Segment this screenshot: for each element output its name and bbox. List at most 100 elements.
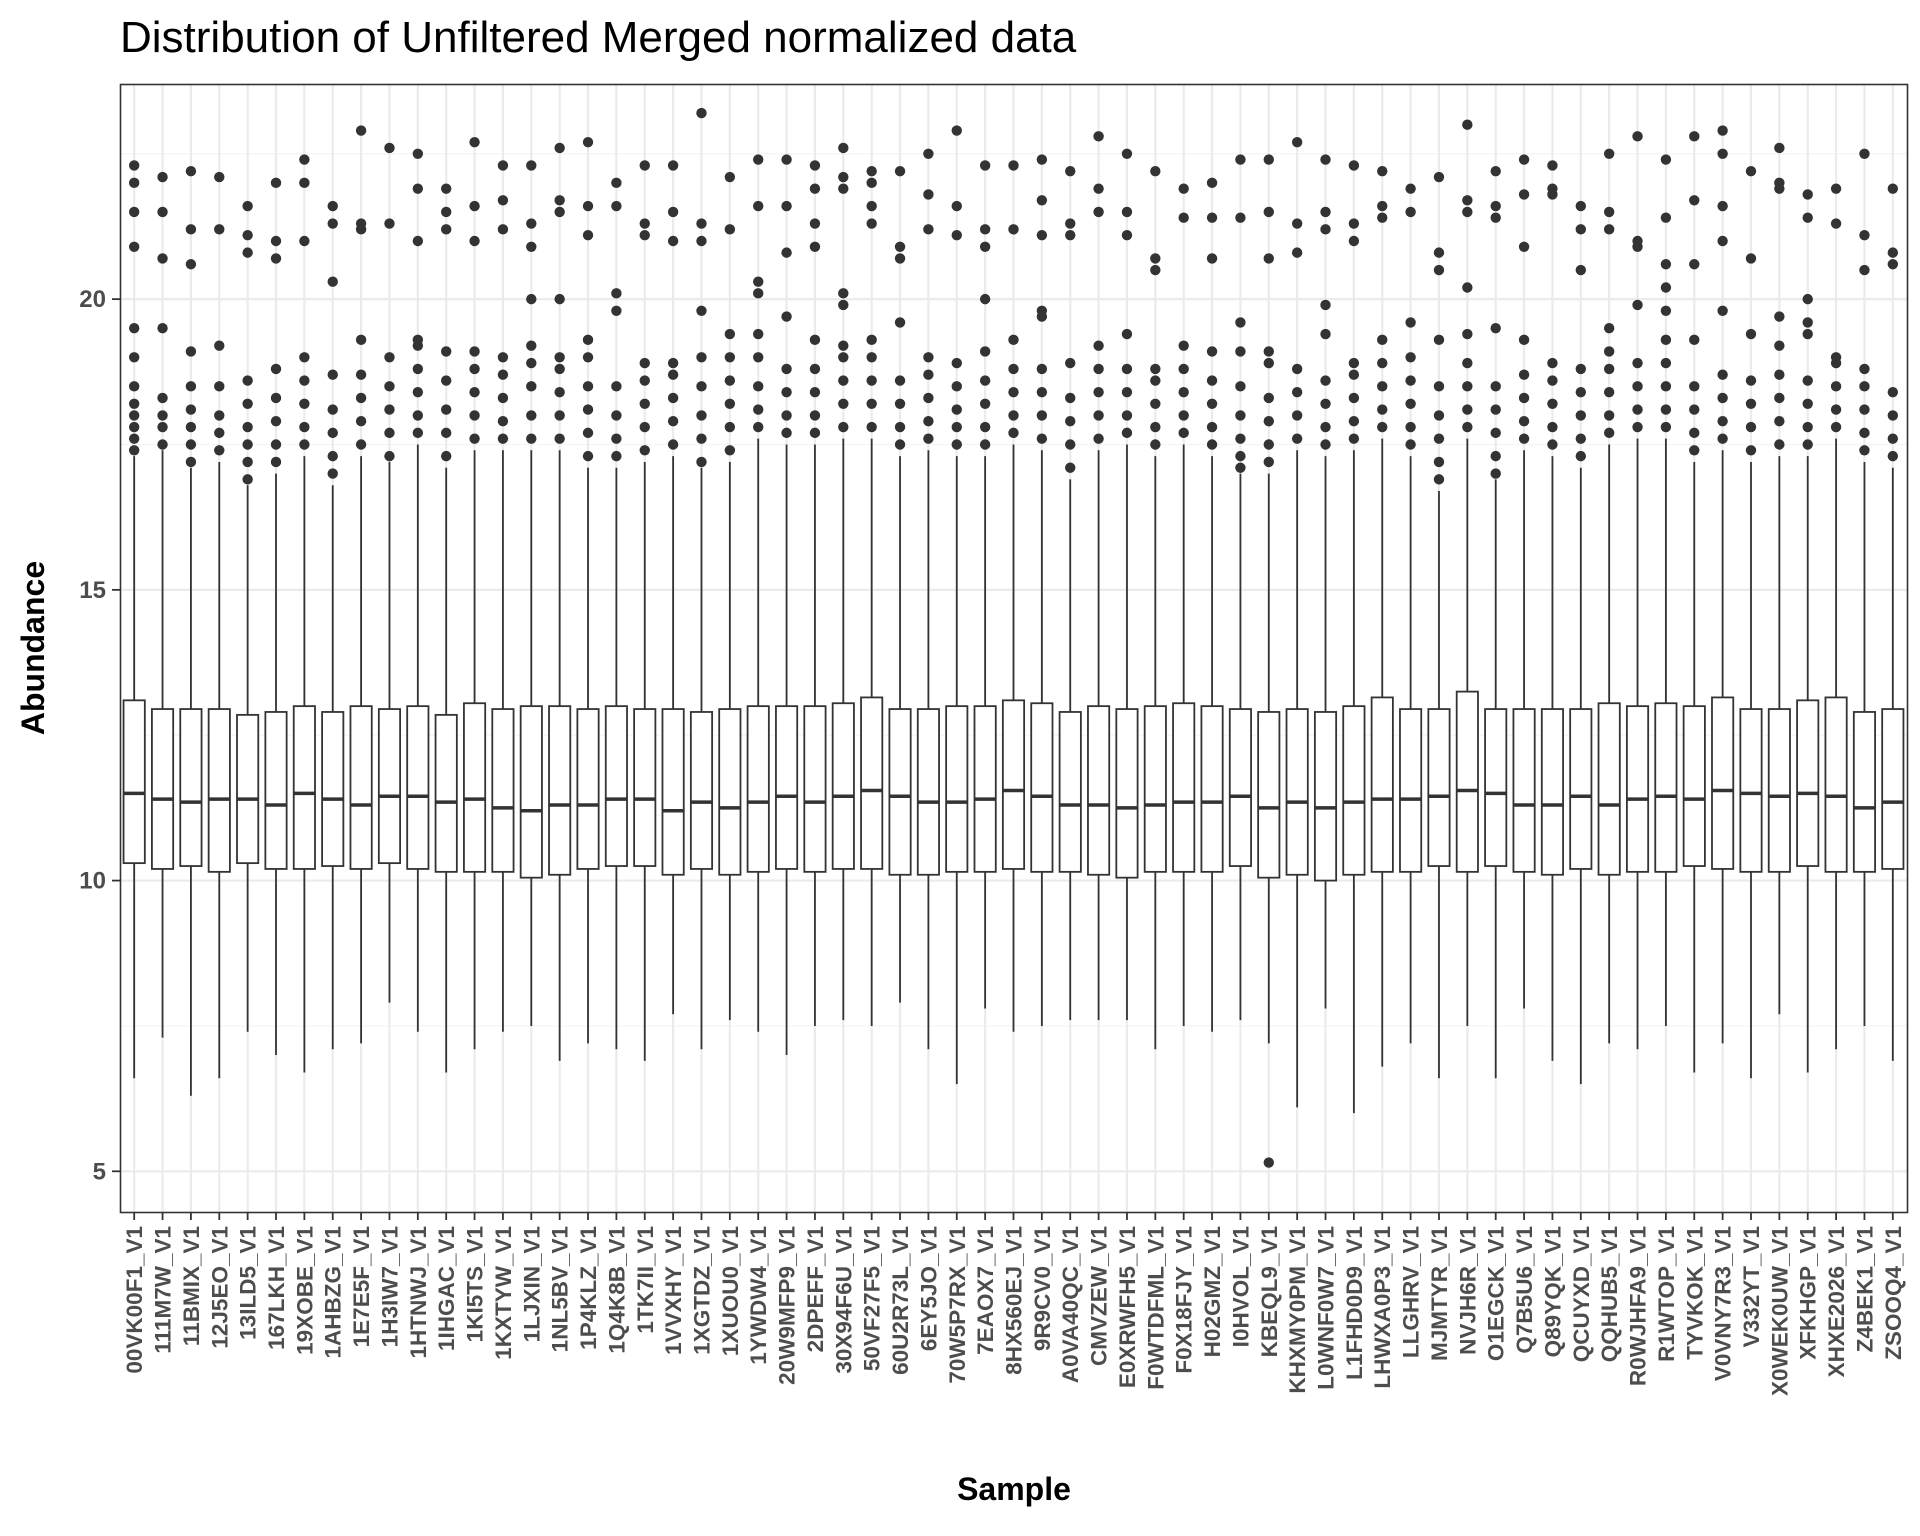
outlier-point <box>1348 235 1360 247</box>
outlier-point <box>951 229 962 241</box>
outlier-point <box>1632 235 1643 247</box>
outlier-point <box>667 416 679 427</box>
outlier-point <box>1008 410 1019 421</box>
outlier-point <box>554 352 565 363</box>
outlier-point <box>1802 328 1813 340</box>
outlier-point <box>469 433 480 444</box>
outlier-point <box>1660 259 1672 270</box>
outlier-point <box>753 328 764 340</box>
outlier-point <box>781 154 792 165</box>
outlier-point <box>1206 212 1218 223</box>
outlier-point <box>497 433 509 444</box>
outlier-point <box>1291 218 1303 229</box>
outlier-point <box>1830 381 1842 392</box>
x-tick-label: R0WJHFA9_V1 <box>1626 1226 1651 1386</box>
outlier-point <box>355 334 367 346</box>
outlier-point <box>1178 363 1189 375</box>
outlier-point <box>1518 334 1530 346</box>
outlier-point <box>270 392 282 404</box>
outlier-point <box>1859 148 1870 159</box>
x-tick-label: Q89YQK_V1 <box>1540 1226 1565 1357</box>
outlier-point <box>1150 375 1161 386</box>
outlier-point <box>894 253 906 264</box>
outlier-point <box>1802 317 1813 328</box>
outlier-point <box>440 375 452 386</box>
outlier-point <box>1377 334 1388 346</box>
outlier-point <box>1206 346 1218 357</box>
outlier-point <box>355 439 367 450</box>
outlier-point <box>1093 206 1104 218</box>
outlier-point <box>639 357 650 369</box>
x-tick-label: 1KXTYW_V1 <box>491 1226 516 1360</box>
iqr-box <box>1030 702 1054 873</box>
outlier-point <box>1320 299 1331 311</box>
outlier-point <box>781 247 792 258</box>
outlier-point <box>1121 148 1133 159</box>
outlier-point <box>554 433 565 444</box>
box-8HX560EJ_V1 <box>1001 160 1026 1032</box>
outlier-point <box>1859 404 1870 415</box>
outlier-point <box>1603 224 1615 235</box>
outlier-point <box>1462 328 1473 340</box>
outlier-point <box>1774 340 1785 351</box>
outlier-point <box>1547 439 1558 450</box>
iqr-box <box>1455 690 1479 873</box>
outlier-point <box>894 375 906 386</box>
iqr-box <box>689 711 714 870</box>
outlier-point <box>1093 386 1104 398</box>
outlier-point <box>1150 363 1161 375</box>
outlier-point <box>128 323 140 334</box>
outlier-point <box>582 450 594 462</box>
box-1YWDW4_V1 <box>746 154 770 1032</box>
outlier-point <box>667 439 679 450</box>
outlier-point <box>1887 183 1899 194</box>
outlier-point <box>696 456 707 468</box>
outlier-point <box>270 363 282 375</box>
outlier-point <box>185 224 197 235</box>
outlier-point <box>1603 148 1615 159</box>
outlier-point <box>611 177 622 189</box>
outlier-point <box>128 352 140 363</box>
outlier-point <box>1150 439 1161 450</box>
outlier-point <box>639 160 650 171</box>
outlier-point <box>1717 125 1728 136</box>
outlier-point <box>894 398 906 409</box>
outlier-point <box>1036 229 1048 241</box>
outlier-point <box>781 363 792 375</box>
box-E0XRWFH5_V1 <box>1115 148 1139 1021</box>
box-1KXTYW_V1 <box>491 160 515 1032</box>
outlier-point <box>1405 317 1416 328</box>
outlier-point <box>128 445 140 456</box>
iqr-box <box>1682 705 1706 867</box>
outlier-point <box>1206 177 1218 189</box>
outlier-point <box>639 421 650 433</box>
outlier-point <box>639 398 650 409</box>
outlier-point <box>1036 433 1048 444</box>
outlier-point <box>355 218 367 229</box>
box-O1EGCK_V1 <box>1484 166 1508 1079</box>
box-A0VA40QC_V1 <box>1058 166 1082 1021</box>
outlier-point <box>1887 433 1899 444</box>
box-13ILD5_V1 <box>236 200 260 1032</box>
outlier-point <box>724 375 736 386</box>
x-tick-label: Z4BEK1_V1 <box>1852 1226 1877 1352</box>
outlier-point <box>1462 119 1473 130</box>
outlier-point <box>1490 468 1501 479</box>
outlier-point <box>1490 166 1501 177</box>
outlier-point <box>1462 195 1473 206</box>
outlier-point <box>1377 166 1388 177</box>
outlier-point <box>1178 427 1189 439</box>
x-tick-label: 1KI5TS_V1 <box>463 1226 488 1342</box>
x-tick-label: TYVKOK_V1 <box>1682 1226 1707 1360</box>
outlier-point <box>128 206 140 218</box>
outlier-point <box>1121 386 1133 398</box>
x-tick-label: QCUYXD_V1 <box>1569 1226 1594 1362</box>
outlier-point <box>1774 311 1785 322</box>
outlier-point <box>384 381 395 392</box>
outlier-point <box>327 468 338 479</box>
outlier-point <box>1660 282 1672 293</box>
outlier-point <box>696 218 707 229</box>
outlier-point <box>327 404 338 415</box>
outlier-point <box>1462 404 1473 415</box>
